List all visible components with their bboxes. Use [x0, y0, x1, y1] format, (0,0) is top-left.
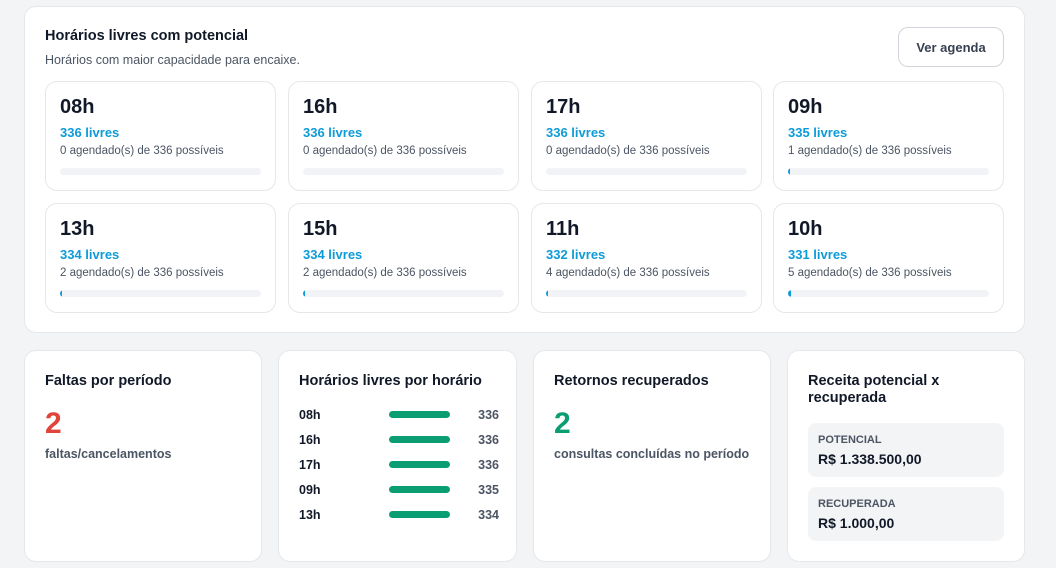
hour-row: 09h 335	[299, 481, 499, 499]
slot-hour: 13h	[60, 218, 95, 240]
recovered-value: R$ 1.000,00	[818, 515, 895, 531]
slot-hour: 17h	[546, 96, 581, 118]
slot-booked-description: 0 agendado(s) de 336 possíveis	[303, 145, 467, 157]
slot-card: 16h 336 livres 0 agendado(s) de 336 poss…	[288, 81, 519, 191]
returns-card: Retornos recuperados 2 consultas concluí…	[533, 350, 771, 562]
panel-subtitle: Horários com maior capacidade para encai…	[45, 53, 300, 67]
slot-progress-fill	[303, 290, 305, 297]
recovered-label: RECUPERADA	[818, 498, 896, 510]
slot-progress-track	[788, 168, 989, 175]
slot-card: 09h 335 livres 1 agendado(s) de 336 poss…	[773, 81, 1004, 191]
slot-booked-description: 2 agendado(s) de 336 possíveis	[303, 267, 467, 279]
revenue-card: Receita potencial x recuperada POTENCIAL…	[787, 350, 1025, 562]
slot-card: 13h 334 livres 2 agendado(s) de 336 poss…	[45, 203, 276, 313]
hour-row-bar	[389, 411, 450, 418]
slot-booked-description: 4 agendado(s) de 336 possíveis	[546, 267, 710, 279]
returns-title: Retornos recuperados	[554, 373, 709, 389]
absences-card: Faltas por período 2 faltas/cancelamento…	[24, 350, 262, 562]
slot-hour: 11h	[546, 218, 580, 240]
slot-card: 11h 332 livres 4 agendado(s) de 336 poss…	[531, 203, 762, 313]
hour-row-bar	[389, 436, 450, 443]
absences-title: Faltas por período	[45, 373, 172, 389]
potential-label: POTENCIAL	[818, 434, 882, 446]
slot-progress-track	[60, 168, 261, 175]
slot-progress-fill	[788, 290, 791, 297]
panel-title: Horários livres com potencial	[45, 28, 249, 44]
slot-free-count: 335 livres	[788, 125, 848, 140]
slot-hour: 10h	[788, 218, 823, 240]
slot-progress-track	[60, 290, 261, 297]
slot-booked-description: 1 agendado(s) de 336 possíveis	[788, 145, 952, 157]
returns-label: consultas concluídas no período	[554, 447, 750, 461]
slot-card: 08h 336 livres 0 agendado(s) de 336 poss…	[45, 81, 276, 191]
slot-free-count: 336 livres	[60, 125, 120, 140]
hour-row: 08h 336	[299, 406, 499, 424]
hour-row-value: 335	[478, 483, 499, 497]
slot-free-count: 336 livres	[546, 125, 606, 140]
hour-row-value: 336	[478, 458, 499, 472]
slot-progress-track	[546, 290, 747, 297]
free-slots-panel: Horários livres com potencial Horários c…	[24, 6, 1025, 333]
hour-row-bar	[389, 511, 450, 518]
hour-row-label: 08h	[299, 408, 321, 422]
slot-progress-fill	[546, 290, 549, 297]
slot-progress-track	[303, 290, 504, 297]
slot-free-count: 331 livres	[788, 247, 848, 262]
hour-row-value: 334	[478, 508, 499, 522]
slot-card: 15h 334 livres 2 agendado(s) de 336 poss…	[288, 203, 519, 313]
slot-hour: 15h	[303, 218, 338, 240]
hour-row: 13h 334	[299, 506, 499, 524]
slot-free-count: 334 livres	[60, 247, 120, 262]
revenue-title: Receita potencial x recuperada	[808, 373, 940, 406]
slot-progress-track	[546, 168, 747, 175]
returns-count: 2	[554, 407, 571, 440]
slot-free-count: 336 livres	[303, 125, 363, 140]
free-by-hour-title: Horários livres por horário	[299, 373, 482, 389]
hour-row-bar	[389, 461, 450, 468]
slot-card: 10h 331 livres 5 agendado(s) de 336 poss…	[773, 203, 1004, 313]
hour-row-value: 336	[478, 408, 499, 422]
hour-row-label: 13h	[299, 508, 321, 522]
slot-free-count: 332 livres	[546, 247, 606, 262]
slot-booked-description: 0 agendado(s) de 336 possíveis	[546, 145, 710, 157]
slot-hour: 16h	[303, 96, 338, 118]
recovered-revenue-box: RECUPERADA R$ 1.000,00	[808, 487, 1004, 541]
absences-label: faltas/cancelamentos	[45, 447, 172, 461]
slot-booked-description: 0 agendado(s) de 336 possíveis	[60, 145, 224, 157]
slot-hour: 08h	[60, 96, 95, 118]
free-by-hour-card: Horários livres por horário 08h 336 16h …	[278, 350, 517, 562]
hour-row-bar	[389, 486, 450, 493]
slot-progress-track	[788, 290, 989, 297]
hour-row-value: 336	[478, 433, 499, 447]
slot-progress-fill	[788, 168, 790, 175]
hour-row-label: 16h	[299, 433, 321, 447]
hour-row: 17h 336	[299, 456, 499, 474]
hour-row-label: 17h	[299, 458, 321, 472]
slot-progress-fill	[60, 290, 62, 297]
absences-count: 2	[45, 407, 62, 440]
slot-card: 17h 336 livres 0 agendado(s) de 336 poss…	[531, 81, 762, 191]
slot-hour: 09h	[788, 96, 823, 118]
hour-row-label: 09h	[299, 483, 321, 497]
hour-row: 16h 336	[299, 431, 499, 449]
view-schedule-button[interactable]: Ver agenda	[898, 27, 1004, 67]
slot-progress-track	[303, 168, 504, 175]
slot-booked-description: 2 agendado(s) de 336 possíveis	[60, 267, 224, 279]
slot-free-count: 334 livres	[303, 247, 363, 262]
slot-booked-description: 5 agendado(s) de 336 possíveis	[788, 267, 952, 279]
potential-value: R$ 1.338.500,00	[818, 451, 922, 467]
potential-revenue-box: POTENCIAL R$ 1.338.500,00	[808, 423, 1004, 477]
